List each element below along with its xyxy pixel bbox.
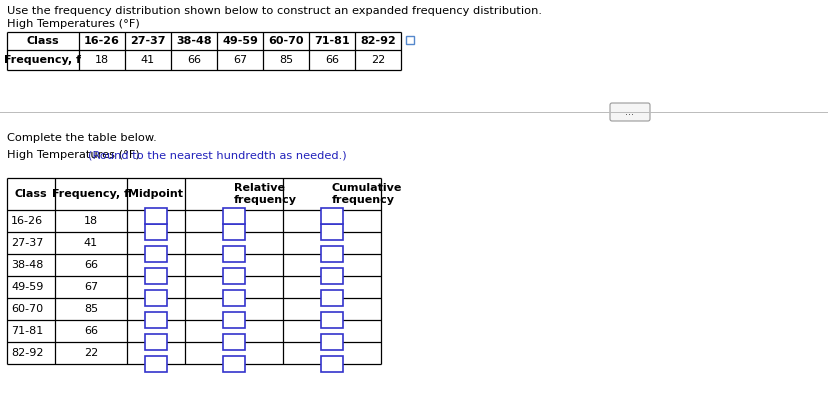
Text: 49-59: 49-59 <box>11 282 43 292</box>
Text: 38-48: 38-48 <box>176 36 212 46</box>
Bar <box>223 356 245 372</box>
Text: 66: 66 <box>187 55 200 65</box>
Text: frequency: frequency <box>233 195 296 205</box>
Bar <box>223 224 245 240</box>
Text: 60-70: 60-70 <box>268 36 303 46</box>
Text: 27-37: 27-37 <box>130 36 166 46</box>
Bar <box>320 356 343 372</box>
Text: 67: 67 <box>84 282 98 292</box>
Bar <box>145 290 166 306</box>
Text: 60-70: 60-70 <box>11 304 43 314</box>
Bar <box>145 268 166 284</box>
Bar <box>406 36 413 44</box>
Bar <box>145 356 166 372</box>
Text: 16-26: 16-26 <box>11 216 43 226</box>
Bar <box>223 207 245 223</box>
Text: 82-92: 82-92 <box>359 36 396 46</box>
Text: ...: ... <box>625 107 633 117</box>
Text: 71-81: 71-81 <box>11 326 43 336</box>
Text: 38-48: 38-48 <box>11 260 43 270</box>
Text: 66: 66 <box>84 326 98 336</box>
Text: 41: 41 <box>84 238 98 248</box>
Text: Frequency, f: Frequency, f <box>52 189 129 199</box>
Text: frequency: frequency <box>331 195 394 205</box>
Bar <box>320 334 343 350</box>
Text: 85: 85 <box>278 55 293 65</box>
Bar <box>145 246 166 262</box>
Text: 41: 41 <box>141 55 155 65</box>
Text: 22: 22 <box>370 55 385 65</box>
Bar <box>320 312 343 328</box>
Bar <box>223 312 245 328</box>
Bar <box>320 246 343 262</box>
Text: 16-26: 16-26 <box>84 36 120 46</box>
Text: 18: 18 <box>84 216 98 226</box>
Text: Cumulative: Cumulative <box>331 183 402 193</box>
Text: 85: 85 <box>84 304 98 314</box>
Text: Use the frequency distribution shown below to construct an expanded frequency di: Use the frequency distribution shown bel… <box>7 6 542 16</box>
Bar <box>145 334 166 350</box>
Text: High Temperatures (°F): High Temperatures (°F) <box>7 150 140 160</box>
Bar <box>223 268 245 284</box>
Bar <box>320 207 343 223</box>
Bar <box>320 268 343 284</box>
Bar <box>223 290 245 306</box>
Bar <box>145 207 166 223</box>
Text: 66: 66 <box>325 55 339 65</box>
Bar <box>223 334 245 350</box>
Text: 82-92: 82-92 <box>11 348 43 358</box>
Text: 22: 22 <box>84 348 98 358</box>
Text: Midpoint: Midpoint <box>128 189 183 199</box>
Text: 71-81: 71-81 <box>314 36 349 46</box>
Bar <box>145 312 166 328</box>
Bar <box>145 224 166 240</box>
Text: Relative: Relative <box>233 183 285 193</box>
Text: 27-37: 27-37 <box>11 238 43 248</box>
Text: High Temperatures (°F): High Temperatures (°F) <box>7 19 140 29</box>
Text: 18: 18 <box>95 55 109 65</box>
Bar <box>320 290 343 306</box>
FancyBboxPatch shape <box>609 103 649 121</box>
Text: Class: Class <box>15 189 47 199</box>
Bar <box>320 224 343 240</box>
Text: 67: 67 <box>233 55 247 65</box>
Text: (Round to the nearest hundredth as needed.): (Round to the nearest hundredth as neede… <box>88 150 346 160</box>
Bar <box>223 246 245 262</box>
Text: 49-59: 49-59 <box>222 36 258 46</box>
Text: Complete the table below.: Complete the table below. <box>7 133 156 143</box>
Text: Frequency, f: Frequency, f <box>4 55 81 65</box>
Text: 66: 66 <box>84 260 98 270</box>
Text: Class: Class <box>26 36 60 46</box>
